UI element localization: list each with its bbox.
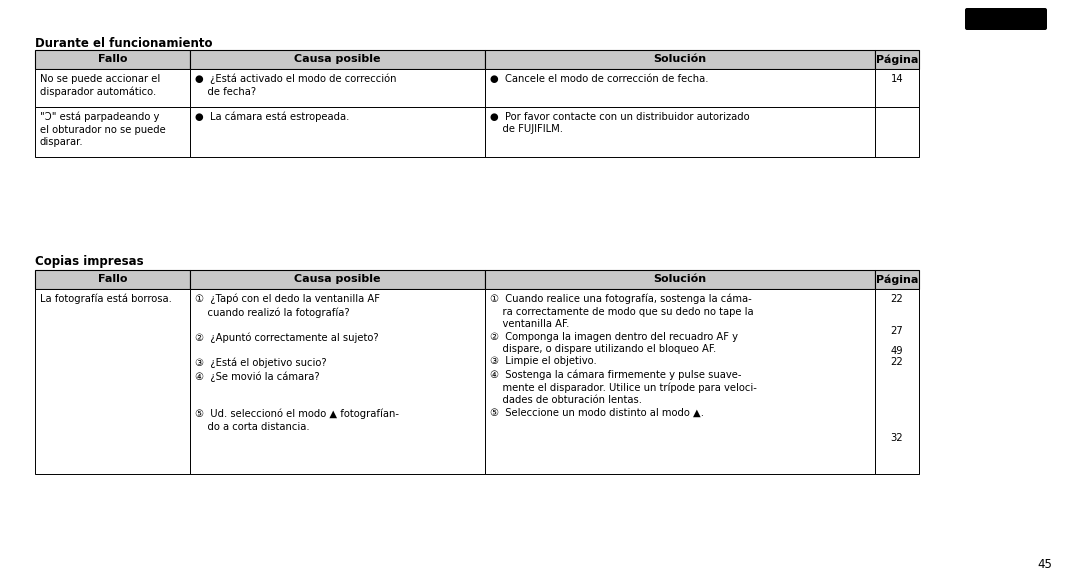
Text: 22: 22 [891, 294, 903, 304]
Text: ●  Cancele el modo de corrección de fecha.: ● Cancele el modo de corrección de fecha… [490, 74, 708, 84]
Bar [190, 270, 485, 289]
Bar [485, 69, 875, 107]
Text: Solución: Solución [653, 54, 706, 64]
Text: 49: 49 [891, 346, 903, 356]
Text: 45: 45 [1038, 558, 1052, 571]
Text: La fotografía está borrosa.: La fotografía está borrosa. [40, 294, 172, 305]
Bar [875, 270, 919, 289]
Text: No se puede accionar el
disparador automático.: No se puede accionar el disparador autom… [40, 74, 160, 97]
Text: Copias impresas: Copias impresas [35, 255, 144, 268]
Text: ①  ¿Tapó con el dedo la ventanilla AF
    cuando realizó la fotografía?

②  ¿Apu: ① ¿Tapó con el dedo la ventanilla AF cua… [195, 294, 399, 432]
Text: "Ɔ" está parpadeando y
el obturador no se puede
disparar.: "Ɔ" está parpadeando y el obturador no s… [40, 112, 165, 147]
Bar [35, 69, 190, 107]
Text: ●  Por favor contacte con un distribuidor autorizado
    de FUJIFILM.: ● Por favor contacte con un distribuidor… [490, 112, 750, 134]
Text: 22: 22 [891, 357, 903, 367]
Bar [485, 50, 875, 69]
Text: Fallo: Fallo [98, 274, 127, 284]
Bar [35, 270, 190, 289]
Text: ●  La cámara está estropeada.: ● La cámara está estropeada. [195, 112, 349, 123]
Text: Fallo: Fallo [98, 54, 127, 64]
Bar [35, 107, 190, 157]
Text: 14: 14 [891, 74, 903, 84]
Text: Causa posible: Causa posible [294, 54, 381, 64]
Text: Página: Página [876, 274, 918, 285]
Bar [875, 50, 919, 69]
Text: ①  Cuando realice una fotografía, sostenga la cáma-
    ra correctamente de modo: ① Cuando realice una fotografía, sosteng… [490, 294, 757, 417]
Bar [875, 289, 919, 474]
Bar [35, 289, 190, 474]
Bar [485, 270, 875, 289]
Text: ●  ¿Está activado el modo de corrección
    de fecha?: ● ¿Está activado el modo de corrección d… [195, 74, 396, 97]
Bar [875, 69, 919, 107]
Bar [190, 69, 485, 107]
Bar [190, 50, 485, 69]
Bar [35, 50, 190, 69]
Text: Durante el funcionamiento: Durante el funcionamiento [35, 37, 213, 50]
Text: Página: Página [876, 54, 918, 65]
FancyBboxPatch shape [966, 8, 1047, 30]
Bar [190, 107, 485, 157]
Bar [190, 289, 485, 474]
Text: 27: 27 [891, 326, 903, 336]
Text: Solución: Solución [653, 274, 706, 284]
Text: Causa posible: Causa posible [294, 274, 381, 284]
Text: 32: 32 [891, 433, 903, 443]
Bar [485, 107, 875, 157]
Text: ESPAÑOL: ESPAÑOL [980, 14, 1032, 24]
Bar [485, 289, 875, 474]
Bar [875, 107, 919, 157]
